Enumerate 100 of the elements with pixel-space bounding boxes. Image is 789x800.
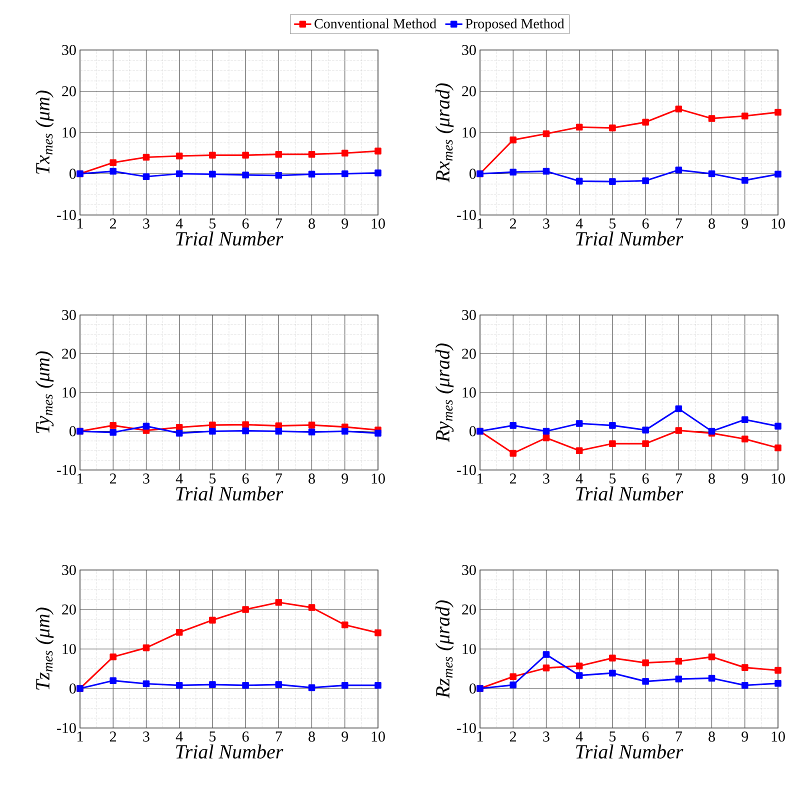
y-tick-label: -10 [457,464,476,476]
x-tick-label: 10 [772,474,786,484]
y-tick-label: 20 [462,604,476,615]
x-tick-label: 7 [676,732,682,742]
x-tick-label: 4 [176,474,183,484]
x-tick-label: 9 [742,474,748,484]
x-tick-label: 1 [78,732,83,742]
x-tick-label: 8 [308,732,316,742]
x-tick-label: 4 [176,732,183,742]
x-tick-label: 4 [576,732,583,742]
x-tick-label: 2 [110,218,116,228]
x-tick-label: 8 [708,732,716,742]
x-tick-label: 5 [610,732,616,742]
x-tick-label: 8 [708,474,716,484]
y-tick-label: 0 [70,426,76,436]
x-tick-label: 5 [210,218,216,228]
x-tick-label: 6 [242,474,249,484]
x-tick-label: 10 [372,474,386,484]
y-tick-label: -10 [457,722,476,734]
y-tick-label: 30 [462,44,476,56]
x-tick-label: 7 [676,474,682,484]
x-tick-label: 10 [372,218,386,229]
y-tick-label: -10 [57,722,76,734]
y-tick-label: 0 [470,426,476,436]
x-tick-label: 4 [176,218,183,228]
x-tick-label: 9 [342,732,348,742]
x-tick-label: 6 [642,218,649,229]
y-tick-label: 10 [62,127,76,138]
x-tick-label: 9 [742,218,748,229]
y-tick-label: 0 [470,683,476,694]
y-axis-title: Tz$_{mes}$ (μm) [36,608,54,690]
x-tick-label: 6 [642,732,649,742]
y-tick-label: 10 [462,387,476,398]
x-axis-title: Trial Number [576,486,684,501]
x-tick-label: 6 [242,218,249,229]
y-tick-label: 20 [462,348,476,359]
y-axis-title: Tx$_{mes}$ (μm) [36,90,54,174]
x-tick-label: 3 [543,218,550,229]
x-tick-label: 3 [543,732,550,742]
x-tick-label: 2 [110,474,116,484]
x-tick-label: 3 [143,474,150,484]
y-tick-label: 20 [62,86,76,96]
x-tick-label: 2 [510,474,516,484]
x-axis-title: Trial Number [176,744,284,759]
y-tick-label: 30 [62,310,76,320]
y-axis-title: Ty$_{mes}$ (μm) [35,351,54,433]
x-tick-label: 2 [110,732,116,742]
x-tick-label: 6 [242,732,249,742]
y-axis-title: Rz$_{mes}$ (μrad) [436,600,454,698]
x-tick-label: 10 [772,218,786,229]
x-tick-label: 2 [510,218,516,228]
x-tick-label: 8 [308,218,316,229]
x-tick-label: 9 [742,732,748,742]
y-tick-label: 20 [462,86,476,96]
y-tick-label: -10 [457,210,476,220]
y-tick-label: 10 [62,644,76,654]
x-tick-label: 8 [308,474,316,484]
y-tick-label: 30 [62,564,76,576]
x-tick-label: 5 [210,474,216,484]
x-axis-title: Trial Number [176,232,284,246]
x-tick-label: 4 [576,218,583,228]
x-tick-label: 7 [276,732,282,742]
x-tick-label: 10 [772,732,786,742]
x-tick-label: 1 [78,218,83,228]
legend-label: Conventional Method [314,18,436,28]
x-tick-label: 5 [610,218,616,228]
x-tick-label: 4 [576,474,583,484]
x-tick-label: 3 [143,732,150,742]
y-tick-label: 10 [62,387,76,398]
y-tick-label: 20 [62,348,76,359]
y-tick-label: 0 [70,168,76,179]
x-tick-label: 10 [372,732,386,742]
x-tick-label: 7 [276,474,282,484]
x-tick-label: 1 [478,218,483,228]
x-tick-label: 9 [342,218,348,229]
x-tick-label: 3 [143,218,150,229]
x-tick-label: 9 [342,474,348,484]
y-tick-label: 0 [70,683,76,694]
y-tick-label: 20 [62,604,76,615]
x-tick-label: 1 [78,474,83,484]
y-axis-title: Ry$_{mes}$ (μrad) [435,344,454,442]
x-tick-label: 7 [276,218,282,228]
y-tick-label: -10 [57,464,76,476]
x-tick-label: 6 [642,474,649,484]
x-tick-label: 1 [478,732,483,742]
y-tick-label: 30 [462,564,476,576]
x-tick-label: 5 [210,732,216,742]
y-tick-label: 0 [470,168,476,179]
y-axis-title: Rx$_{mes}$ (μrad) [436,83,454,182]
x-axis-title: Trial Number [176,486,284,501]
x-tick-label: 7 [676,218,682,228]
y-tick-label: -10 [57,210,76,220]
y-tick-label: 10 [462,644,476,654]
legend-label: Proposed Method [466,18,564,32]
x-tick-label: 1 [478,474,483,484]
y-tick-label: 10 [462,127,476,138]
x-axis-title: Trial Number [576,744,684,759]
x-tick-label: 5 [610,474,616,484]
x-tick-label: 2 [510,732,516,742]
x-tick-label: 3 [543,474,550,484]
